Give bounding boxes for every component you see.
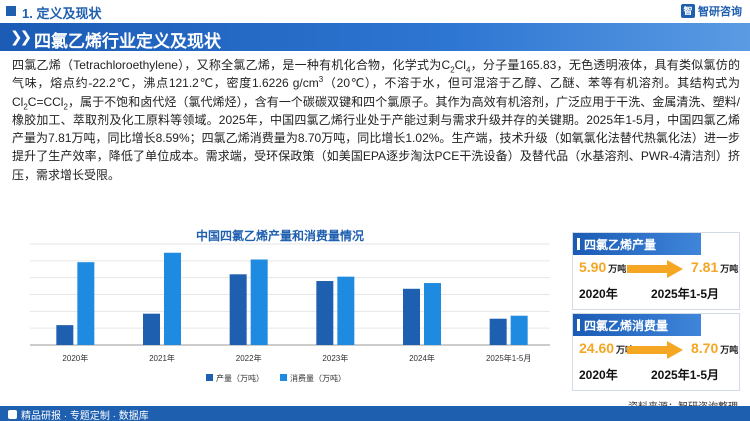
legend-label: 产量（万吨） [216,373,264,383]
x-tick-label: 2020年 [62,353,88,363]
from-value: 5.90 万吨 [579,259,627,275]
bar-consumption [77,262,95,345]
arrow-right-icon [627,341,683,359]
footer-bar: 精品研报 · 专题定制 · 数据库 [0,406,750,421]
page-title: 四氯乙烯行业定义及现状 [34,32,221,51]
consumption-card: 四氯乙烯消费量 24.60 万吨 8.70 万吨 2020年 2025年1-5月 [572,313,740,391]
title-bar: ❯❯ 四氯乙烯行业定义及现状 [0,23,750,51]
to-year: 2025年1-5月 [651,287,720,301]
x-tick-label: 2025年1-5月 [486,353,531,363]
logo-text: 智研咨询 [698,6,742,18]
footer-text: 精品研报 · 专题定制 · 数据库 [21,411,149,421]
x-tick-label: 2024年 [409,353,435,363]
bar-consumption [510,315,528,345]
bar-consumption [164,252,181,345]
legend-label: 消费量（万吨） [290,373,346,383]
bar-consumption [250,259,268,345]
card-header: 四氯乙烯产量 [573,233,701,255]
bar-production [229,274,247,345]
bar-consumption [424,283,441,345]
card-label: 四氯乙烯消费量 [584,319,669,333]
intro-paragraph: 四氯乙烯（Tetrachloroethylene），又称全氯乙烯，是一种有机化合… [12,58,740,182]
bar-production [316,281,334,345]
brand-logo[interactable]: 智 智研咨询 [681,3,742,19]
logo-icon: 智 [681,4,695,18]
legend-swatch [206,374,213,381]
from-value: 24.60 万吨 [579,340,635,356]
card-header: 四氯乙烯消费量 [573,314,701,336]
to-year: 2025年1-5月 [651,368,720,382]
chart-title: 中国四氯乙烯产量和消费量情况 [195,229,364,243]
bar-consumption [337,276,355,345]
footer-icon [8,410,17,419]
bar-production [489,318,507,345]
from-year: 2020年 [579,368,618,382]
x-tick-label: 2022年 [236,353,262,363]
legend-swatch [280,374,287,381]
bar-production [143,313,160,345]
from-year: 2020年 [579,287,618,301]
x-tick-label: 2021年 [149,353,175,363]
production-card: 四氯乙烯产量 5.90 万吨 7.81 万吨 2020年 2025年1-5月 [572,232,740,310]
section-title: 1. 定义及现状 [22,6,102,21]
to-value: 7.81 万吨 [691,259,739,275]
card-label: 四氯乙烯产量 [584,238,657,252]
arrow-right-icon [627,260,683,278]
bar-production [403,288,420,345]
bar-production [56,325,74,345]
top-bar: 1. 定义及现状 智 智研咨询 [0,0,750,22]
double-chevron-icon: ❯❯ [10,29,32,46]
bar-chart: 2020年 2021年 2022年 2023年 2024年 2025年1-5月产量（万吨）… [30,243,550,383]
section-marker-icon [6,6,16,16]
x-tick-label: 2023年 [322,353,348,363]
to-value: 8.70 万吨 [691,340,739,356]
